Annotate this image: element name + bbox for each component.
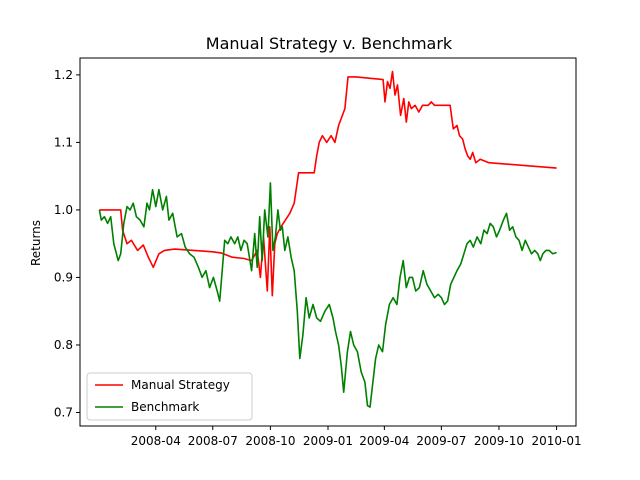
y-tick-label: 1.2 (54, 68, 73, 82)
x-tick-label: 2009-01 (303, 434, 353, 448)
plot-frame (79, 57, 577, 427)
x-tick-label: 2008-04 (131, 434, 181, 448)
legend-box (86, 372, 253, 421)
series-line-benchmark (98, 182, 557, 408)
y-tick-label: 1.1 (54, 135, 73, 149)
x-tick-label: 2009-10 (474, 434, 524, 448)
x-tick-label: 2010-01 (532, 434, 582, 448)
legend-label-manual-strategy: Manual Strategy (131, 378, 230, 392)
y-axis-label: Returns (29, 220, 43, 266)
y-tick-label: 0.7 (54, 405, 73, 419)
series-line-manual-strategy (99, 70, 557, 297)
chart-title: Manual Strategy v. Benchmark (206, 34, 453, 53)
y-tick-label: 0.8 (54, 338, 73, 352)
y-tick-label: 0.9 (54, 270, 73, 284)
y-tick-label: 1.0 (54, 203, 73, 217)
x-tick-label: 2009-07 (416, 434, 466, 448)
x-axis-ticks: 2008-04 2008-07 2008-10 2009-01 2009-04 2009-… (131, 426, 582, 448)
y-axis-ticks: 0.7 0.8 0.9 1.0 1.1 1.2 (54, 68, 80, 419)
plot-series (98, 70, 557, 408)
legend: Manual Strategy Benchmark (86, 372, 253, 421)
x-tick-label: 2008-07 (188, 434, 238, 448)
x-tick-label: 2009-04 (359, 434, 409, 448)
legend-label-benchmark: Benchmark (131, 400, 199, 414)
x-tick-label: 2008-10 (245, 434, 295, 448)
